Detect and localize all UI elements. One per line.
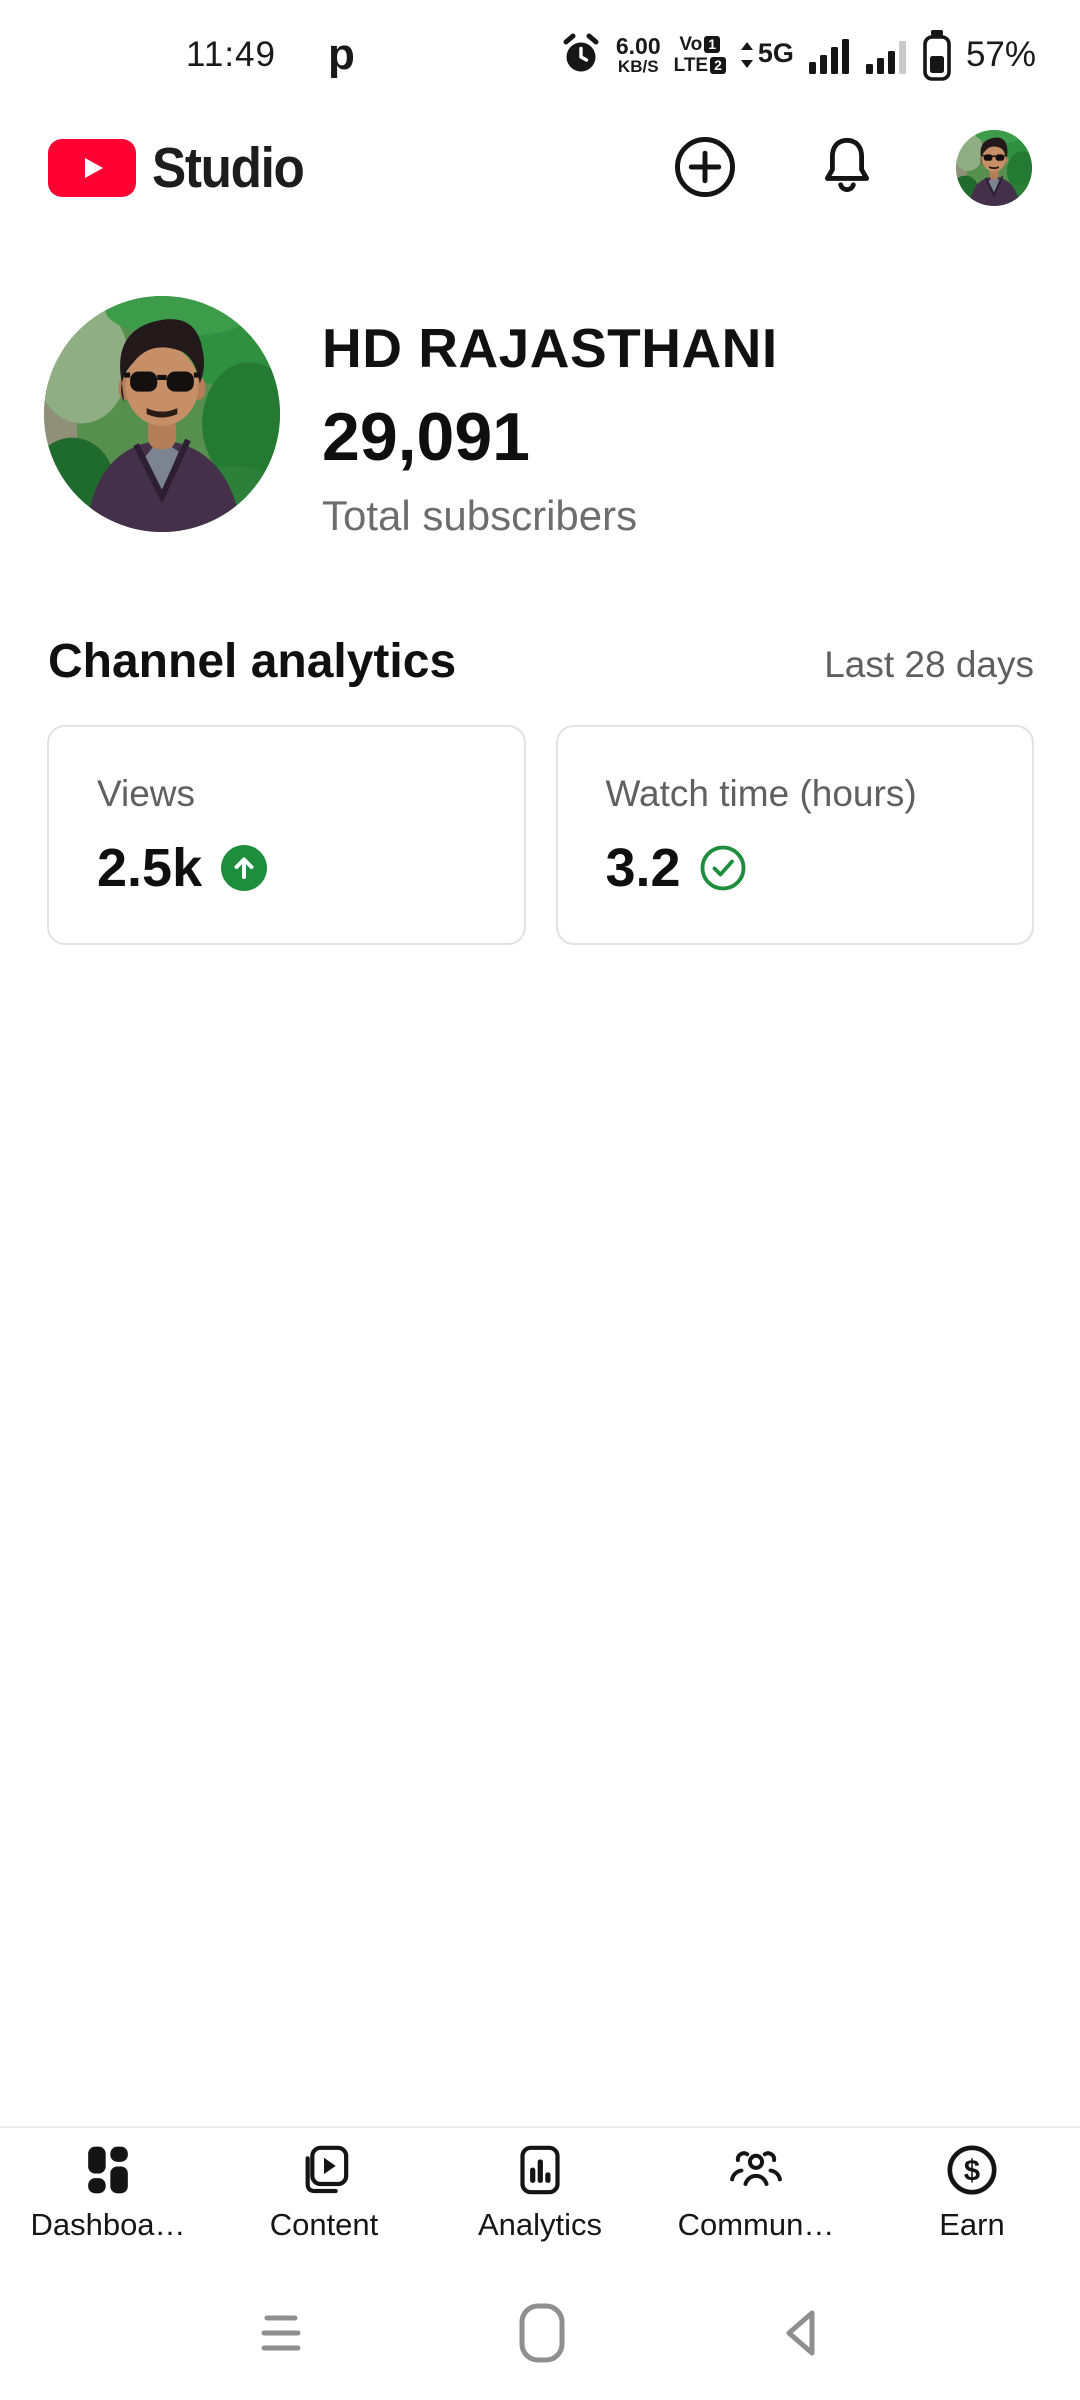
account-avatar[interactable] bbox=[956, 130, 1032, 206]
analytics-section-header: Channel analytics Last 28 days bbox=[48, 634, 1034, 689]
plus-circle-icon bbox=[675, 136, 735, 197]
volte-indicator: Vo 1 LTE 2 bbox=[674, 34, 726, 76]
bottom-nav: Dashboa… Content Analytics Commun… bbox=[0, 2126, 1080, 2243]
nav-item-dashboard[interactable]: Dashboa… bbox=[0, 2142, 216, 2243]
watch-time-card[interactable]: Watch time (hours) 3.2 bbox=[555, 725, 1034, 945]
channel-avatar[interactable] bbox=[44, 296, 280, 532]
nav-label-community: Analytics bbox=[477, 2207, 603, 2242]
sim1-badge: 1 bbox=[704, 35, 721, 54]
bell-icon bbox=[824, 137, 870, 192]
sim2-badge: 2 bbox=[710, 56, 726, 75]
nav-label-earn: Earn bbox=[939, 2207, 1005, 2242]
channel-summary: HD RAJASTHANI 29,091 Total subscribers bbox=[44, 296, 1032, 540]
check-circle-icon bbox=[699, 844, 747, 892]
analytics-cards: Views 2.5k Watch time (hours) 3.2 bbox=[47, 725, 1034, 945]
svg-text:$: $ bbox=[964, 2156, 980, 2188]
battery-icon bbox=[921, 28, 953, 82]
nav-label-dashboard: Dashboa… bbox=[30, 2207, 186, 2242]
subscriber-label: Total subscribers bbox=[322, 492, 638, 539]
menu-lines-icon bbox=[261, 2315, 301, 2351]
network-5g-indicator: 5G bbox=[739, 40, 794, 70]
views-value: 2.5k bbox=[97, 838, 203, 898]
watch-time-label: Watch time (hours) bbox=[605, 773, 917, 814]
nav-label-analytics: Commun… bbox=[677, 2207, 835, 2242]
signal-bars-sim1-icon bbox=[807, 34, 851, 76]
updown-arrows-icon bbox=[740, 42, 753, 68]
home-pill-icon bbox=[519, 2303, 565, 2363]
app-title: Studio bbox=[152, 136, 305, 200]
views-card[interactable]: Views 2.5k bbox=[47, 725, 526, 945]
system-nav-bar bbox=[0, 2288, 1080, 2378]
signal-bars-sim2-icon bbox=[864, 34, 908, 76]
recents-button[interactable] bbox=[256, 2310, 306, 2356]
dollar-circle-icon: $ bbox=[947, 2145, 997, 2195]
nav-item-earn[interactable]: $ Earn bbox=[864, 2142, 1080, 2243]
back-button[interactable] bbox=[778, 2305, 824, 2361]
trend-up-icon bbox=[220, 844, 268, 892]
bar-chart-icon bbox=[520, 2145, 560, 2195]
analytics-title: Channel analytics bbox=[48, 635, 457, 688]
data-speed-indicator: 6.00 KB/S bbox=[615, 33, 661, 77]
people-icon bbox=[730, 2151, 782, 2186]
home-button[interactable] bbox=[516, 2302, 568, 2364]
app-header: Studio bbox=[0, 126, 1080, 210]
status-bar: 11:49 p 6.00 KB/S Vo 1 LTE 2 bbox=[0, 0, 1080, 100]
content-play-icon bbox=[305, 2145, 349, 2194]
nav-label-content: Content bbox=[269, 2207, 379, 2242]
back-triangle-icon bbox=[786, 2310, 815, 2356]
views-label: Views bbox=[97, 773, 196, 814]
nav-item-analytics[interactable]: Analytics bbox=[432, 2142, 648, 2243]
notification-app-icon: p bbox=[328, 30, 355, 79]
notifications-button[interactable] bbox=[816, 134, 878, 203]
create-button[interactable] bbox=[672, 134, 738, 203]
youtube-logo-icon bbox=[48, 139, 136, 197]
clock-time: 11:49 bbox=[186, 35, 276, 74]
nav-item-content[interactable]: Content bbox=[216, 2142, 432, 2243]
dashboard-grid-icon bbox=[88, 2146, 128, 2194]
alarm-icon bbox=[559, 32, 603, 78]
nav-item-community[interactable]: Commun… bbox=[648, 2142, 864, 2243]
analytics-period: Last 28 days bbox=[824, 644, 1034, 685]
battery-percent: 57% bbox=[965, 35, 1036, 74]
watch-time-value: 3.2 bbox=[605, 838, 681, 898]
subscriber-count: 29,091 bbox=[322, 399, 530, 475]
channel-name: HD RAJASTHANI bbox=[322, 317, 778, 379]
